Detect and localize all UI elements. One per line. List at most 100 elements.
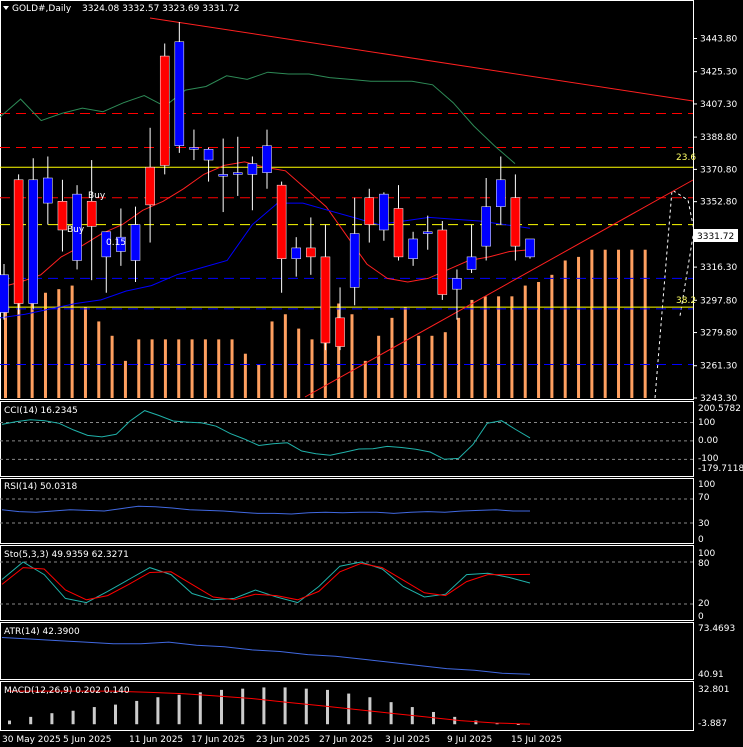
rsi-panel[interactable]: [0, 498, 693, 524]
macd-histogram-bar: [220, 689, 223, 725]
bearish-candle: [57, 201, 68, 231]
date-axis[interactable]: 30 May 2025 5 Jun 2025 11 Jun 2025 17 Ju…: [2, 735, 562, 745]
cci-tick-100: 100: [698, 418, 715, 428]
cci-tick-minus100: -100: [698, 454, 719, 464]
histogram-bar: [603, 249, 607, 398]
price-tick-label: 3316.30: [700, 263, 737, 273]
fib-23-label: 23.6: [676, 153, 696, 163]
bullish-candle: [452, 278, 462, 290]
bearish-candle: [393, 208, 404, 258]
bullish-candle: [291, 247, 301, 259]
bullish-candle: [218, 174, 228, 177]
price-tick-label: 3407.30: [700, 100, 737, 110]
macd-histogram-bar: [114, 704, 117, 725]
indicator-line: [1, 562, 531, 601]
bullish-candle: [408, 238, 418, 259]
histogram-bar: [217, 339, 221, 398]
macd-panel[interactable]: [8, 687, 531, 725]
histogram-bar: [643, 249, 647, 398]
bearish-candle: [276, 184, 287, 259]
price-tick-label: 3443.80: [700, 34, 737, 44]
price-tick-label: 3261.30: [700, 362, 737, 372]
orange-histogram: [4, 189, 695, 399]
rsi-tick-100: 100: [698, 480, 715, 490]
bullish-candle: [349, 233, 360, 288]
fib-38-label: 38.2: [676, 296, 696, 306]
histogram-bar: [110, 335, 114, 398]
descending-trendline[interactable]: [149, 17, 694, 102]
histogram-bar: [70, 285, 74, 398]
date-label: 11 Jun 2025: [129, 735, 183, 745]
histogram-bar: [163, 339, 167, 398]
stochastic-panel[interactable]: [0, 561, 693, 605]
bullish-candle: [233, 172, 243, 175]
bearish-candle: [320, 256, 331, 344]
macd-histogram-bar: [262, 687, 266, 725]
price-tick-label: 3370.80: [700, 165, 737, 175]
histogram-bar: [550, 274, 554, 398]
histogram-bar: [483, 296, 487, 398]
cci-panel[interactable]: [0, 410, 693, 460]
stoch-tick-80: 80: [698, 559, 710, 569]
bullish-candle: [43, 177, 53, 204]
price-tick-label: 3297.80: [700, 296, 737, 306]
macd-histogram-bar: [92, 707, 96, 725]
histogram-bar: [203, 339, 207, 398]
date-label: 27 Jun 2025: [319, 735, 373, 745]
indicator-line: [1, 505, 530, 515]
price-tick-label: 3279.80: [700, 329, 737, 339]
rsi-caption: RSI(14) 50.0318: [4, 482, 77, 492]
macd-histogram-bar: [283, 687, 287, 725]
atr-tick-max: 73.4693: [698, 624, 735, 634]
macd-histogram-bar: [453, 716, 457, 725]
buy-label-1: Buy: [88, 191, 106, 201]
bullish-candle: [481, 206, 491, 247]
histogram-bar: [563, 260, 567, 398]
cci-caption: CCI(14) 16.2345: [4, 406, 78, 416]
macd-histogram-bar: [177, 694, 181, 725]
price-tick-label: 3388.80: [700, 133, 737, 143]
histogram-bar: [617, 249, 621, 398]
atr-panel[interactable]: [1, 637, 531, 675]
histogram-bar: [123, 360, 127, 398]
ascending-trendline[interactable]: [304, 179, 694, 398]
current-price-tag: 3331.72: [694, 229, 738, 242]
macd-histogram-bar: [198, 692, 202, 725]
histogram-bar: [403, 307, 407, 398]
trendlines: [149, 17, 694, 398]
atr-caption: ATR(14) 42.3900: [4, 627, 80, 637]
macd-caption: MACD(12,26,9) 0.202 0.140: [4, 686, 130, 696]
date-label: 15 Jul 2025: [511, 735, 562, 745]
trade-value-label: 0.15: [106, 238, 126, 248]
date-label: 5 Jun 2025: [63, 735, 111, 745]
price-tick-label: 3352.80: [700, 198, 737, 208]
bullish-candle: [130, 224, 141, 261]
macd-tick-max: 32.801: [698, 685, 730, 695]
bullish-candle: [496, 179, 506, 207]
histogram-bar: [297, 328, 301, 398]
histogram-bar: [137, 339, 141, 398]
indicator-line: [1, 410, 531, 460]
bearish-candle: [364, 197, 375, 225]
histogram-bar: [470, 299, 474, 398]
bearish-candle: [306, 247, 316, 258]
macd-histogram-bar: [304, 688, 308, 725]
bullish-candle: [101, 231, 112, 258]
histogram-bar: [523, 285, 527, 398]
histogram-bar: [577, 256, 581, 398]
symbol-caption: GOLD#,Daily: [12, 4, 72, 14]
histogram-bar: [257, 364, 261, 398]
histogram-bar: [270, 321, 274, 398]
histogram-bar: [83, 307, 87, 398]
macd-histogram-bar: [50, 713, 54, 725]
caption-dropdown-icon[interactable]: [3, 6, 9, 10]
indicator-axis-labels: 200.5782 100 0.00 -100 -179.7118 100 70 …: [698, 404, 743, 729]
stoch-tick-20: 20: [698, 599, 710, 609]
bearish-candle: [86, 201, 97, 227]
bullish-candle: [174, 41, 185, 146]
bearish-candle: [159, 55, 170, 166]
histogram-bar: [243, 353, 247, 398]
chart-caption: GOLD#,Daily 3324.08 3332.57 3323.69 3331…: [3, 4, 239, 14]
trade-labels: Buy Buy 0.15: [67, 191, 126, 248]
